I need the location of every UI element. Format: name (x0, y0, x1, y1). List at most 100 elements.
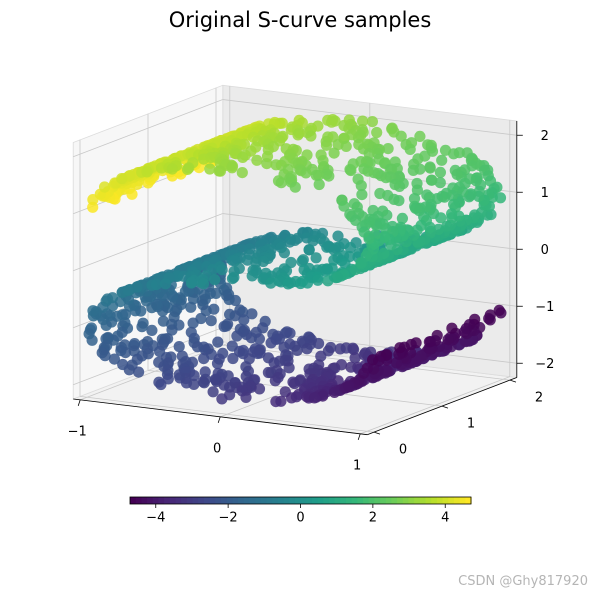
colorbar-segment (419, 497, 427, 504)
chart-title: Original S-curve samples (168, 8, 432, 32)
scatter-point (251, 347, 264, 360)
z-tick-label: −2 (535, 357, 554, 372)
scatter-point (305, 130, 317, 142)
scatter-point (331, 271, 344, 283)
scatter-point (434, 177, 446, 189)
scatter-point (356, 189, 368, 201)
colorbar-segment (198, 497, 205, 504)
colorbar-segment (147, 497, 154, 504)
scatter-point (469, 209, 481, 221)
scatter-point (421, 189, 433, 201)
scatter-point (214, 165, 226, 177)
scatter-point (265, 277, 277, 289)
scatter-point (425, 174, 438, 186)
scatter-point (355, 180, 367, 192)
scatter-point (494, 192, 507, 204)
scatter-point (411, 184, 423, 196)
scatter-point (187, 317, 199, 329)
scatter-point (407, 164, 419, 176)
scatter-point (350, 214, 362, 226)
scatter-point (246, 308, 258, 320)
colorbar-segment (135, 497, 142, 504)
colorbar-segment (226, 497, 233, 504)
colorbar-segment (215, 497, 222, 504)
scatter-point (240, 391, 252, 403)
scatter-point (166, 163, 178, 175)
scatter-point (358, 226, 370, 238)
scatter-point (289, 181, 301, 193)
scatter-point (166, 324, 178, 336)
scatter-point (334, 343, 346, 355)
colorbar-segment (164, 497, 171, 504)
colorbar-segment (283, 497, 290, 504)
scatter-point (198, 377, 210, 389)
colorbar-tick-label: 4 (441, 511, 449, 526)
scatter-point (358, 367, 370, 379)
y-tick-mark (509, 379, 517, 383)
scatter-point (345, 164, 357, 177)
scatter-point (313, 178, 325, 191)
scatter-point (270, 159, 282, 171)
scatter-point (155, 378, 167, 391)
scatter-point (160, 278, 172, 290)
colorbar-tick-label: −2 (219, 511, 238, 526)
colorbar-segment (323, 497, 330, 504)
scatter-point (209, 274, 221, 286)
scatter-point (424, 162, 436, 174)
scatter-point (312, 274, 324, 286)
colorbar-segment (328, 497, 336, 504)
scatter-point (301, 343, 313, 355)
colorbar-segment (277, 497, 285, 504)
y-tick-mark (441, 405, 449, 409)
colorbar-segment (169, 497, 177, 504)
colorbar-segment (374, 497, 381, 504)
scatter-point (128, 345, 140, 357)
scatter-point (439, 144, 452, 156)
colorbar-segment (448, 497, 455, 504)
colorbar-tick-label: 2 (369, 511, 377, 526)
scatter-point (374, 187, 386, 200)
scatter-point (275, 177, 287, 189)
scatter-point (237, 151, 249, 163)
x-tick-label: 1 (353, 458, 361, 473)
scatter-point (283, 362, 295, 374)
colorbar-segment (345, 497, 353, 504)
scatter-point (218, 320, 230, 333)
scatter-point (395, 130, 407, 142)
z-tick-label: −1 (535, 300, 554, 315)
scatter-point (262, 366, 274, 379)
colorbar-segment (311, 497, 319, 504)
data-points (83, 114, 507, 408)
colorbar-segment (408, 497, 415, 504)
scatter-point (310, 169, 322, 181)
colorbar-segment (317, 497, 324, 504)
scatter-point (310, 252, 322, 264)
scatter-point (198, 153, 210, 165)
x-tick-mark (77, 399, 81, 406)
scatter-point (366, 116, 378, 128)
scatter-point (343, 380, 355, 392)
colorbar-segment (289, 497, 296, 504)
colorbar-segment (260, 497, 267, 504)
grid-y-floor (79, 396, 375, 433)
colorbar-tick-label: 0 (296, 511, 304, 526)
colorbar-segment (351, 497, 358, 504)
colorbar-tick-label: −4 (146, 511, 165, 526)
scatter-point (344, 242, 356, 254)
scatter-point (390, 357, 403, 369)
scatter-point (99, 350, 111, 362)
scatter-point (115, 345, 127, 357)
grid-z-side (73, 99, 223, 158)
scatter-point (226, 273, 239, 285)
scatter-point (308, 392, 320, 404)
scatter-point (300, 167, 312, 179)
scatter-point (136, 321, 148, 333)
colorbar-segment (459, 497, 466, 504)
scatter-point (265, 337, 277, 349)
scatter-point (446, 322, 458, 334)
colorbar-segment (425, 497, 432, 504)
scatter-point (185, 301, 197, 313)
colorbar-segment (294, 497, 302, 504)
colorbar-segment (237, 497, 245, 504)
